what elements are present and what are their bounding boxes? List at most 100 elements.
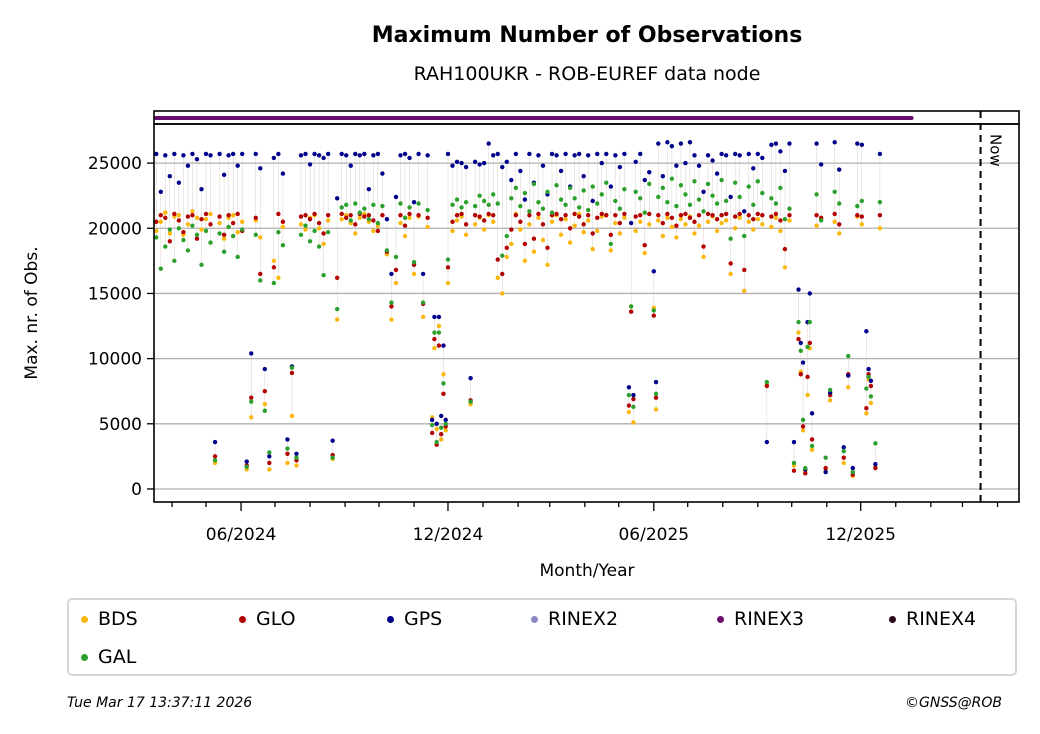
x-tick-label: 12/2024 <box>413 525 484 545</box>
point-gal <box>371 202 376 208</box>
data-points <box>154 140 883 479</box>
point-glo <box>864 405 869 411</box>
point-gal <box>527 209 532 214</box>
point-glo <box>362 214 367 219</box>
copyright: ©GNSS@ROB <box>905 695 1002 711</box>
point-bds <box>339 216 344 222</box>
point-gps <box>782 168 788 174</box>
point-gps <box>760 155 765 161</box>
point-gal <box>850 469 855 475</box>
point-bds <box>642 250 647 256</box>
point-gal <box>647 181 652 187</box>
point-bds <box>454 218 460 223</box>
point-gps <box>859 142 865 148</box>
point-gal <box>554 183 559 188</box>
point-glo <box>782 246 788 252</box>
point-bds <box>194 215 200 221</box>
point-gal <box>276 229 281 235</box>
point-bds <box>432 345 437 351</box>
point-bds <box>316 226 322 231</box>
point-glo <box>859 214 865 219</box>
y-tick-label: 25000 <box>88 154 142 174</box>
point-gal <box>393 254 399 260</box>
point-gps <box>719 151 724 157</box>
point-glo <box>791 468 797 473</box>
point-bds <box>262 402 268 407</box>
point-glo <box>622 211 627 217</box>
point-gps <box>800 360 806 365</box>
point-glo <box>339 211 344 217</box>
point-bds <box>877 226 883 231</box>
point-glo <box>590 231 595 236</box>
point-gps <box>674 163 679 168</box>
point-gal <box>859 198 865 204</box>
point-glo <box>581 222 586 227</box>
point-gal <box>558 197 564 202</box>
point-bds <box>495 275 500 281</box>
point-gps <box>807 291 813 296</box>
point-bds <box>500 291 505 296</box>
point-bds <box>258 235 263 240</box>
point-bds <box>527 222 532 227</box>
point-glo <box>714 216 720 222</box>
point-gps <box>212 439 218 445</box>
point-gal <box>325 229 331 235</box>
point-gal <box>807 319 813 325</box>
point-bds <box>692 231 697 236</box>
y-tick-label: 20000 <box>88 219 142 239</box>
point-gal <box>669 176 675 181</box>
point-gal <box>463 200 469 205</box>
point-gal <box>167 227 173 232</box>
point-bds <box>509 241 514 247</box>
point-gps <box>660 173 666 179</box>
point-glo <box>303 213 308 218</box>
point-bds <box>653 407 659 412</box>
point-glo <box>441 391 446 397</box>
point-gal <box>531 181 537 187</box>
point-gps <box>732 151 738 157</box>
point-gal <box>642 210 647 215</box>
point-glo <box>656 213 661 218</box>
point-gal <box>796 319 801 325</box>
point-gps <box>558 168 564 174</box>
point-bds <box>674 235 679 240</box>
point-glo <box>599 211 604 217</box>
point-gps <box>334 196 340 201</box>
point-gal <box>638 196 643 201</box>
point-gal <box>384 248 390 253</box>
point-bds <box>683 222 688 227</box>
legend-item-rinex3: RINEX3 <box>717 606 804 632</box>
legend-item-gal: GAL <box>81 644 136 670</box>
point-gal <box>732 180 738 185</box>
point-gal <box>217 231 222 236</box>
point-gal <box>244 464 249 470</box>
point-glo <box>432 336 437 342</box>
point-glo <box>617 220 623 226</box>
point-gps <box>176 180 182 185</box>
point-gal <box>185 248 191 253</box>
point-gal <box>701 209 706 214</box>
point-gps <box>746 151 751 157</box>
point-gps <box>604 151 609 157</box>
point-bds <box>163 210 168 215</box>
point-glo <box>877 213 883 218</box>
point-gps <box>633 159 638 164</box>
point-bds <box>572 223 577 228</box>
point-glo <box>316 220 322 226</box>
point-glo <box>873 465 878 471</box>
point-gps <box>728 194 733 200</box>
point-bds <box>522 258 528 264</box>
point-gal <box>416 201 421 206</box>
point-gal <box>203 228 209 234</box>
point-glo <box>167 239 173 244</box>
point-glo <box>416 213 421 218</box>
point-glo <box>491 213 496 218</box>
point-bds <box>809 447 815 453</box>
point-gal <box>705 181 711 187</box>
point-gal <box>687 202 693 208</box>
point-gal <box>608 241 614 247</box>
point-glo <box>687 215 693 221</box>
point-glo <box>737 211 742 217</box>
point-gps <box>208 153 213 158</box>
y-gridlines <box>154 162 1019 490</box>
